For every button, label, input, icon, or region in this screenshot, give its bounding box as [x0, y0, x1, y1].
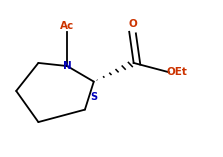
Text: Ac: Ac	[60, 21, 74, 31]
Text: N: N	[63, 61, 72, 71]
Text: S: S	[90, 92, 97, 102]
Text: O: O	[128, 19, 137, 29]
Text: OEt: OEt	[167, 67, 188, 77]
